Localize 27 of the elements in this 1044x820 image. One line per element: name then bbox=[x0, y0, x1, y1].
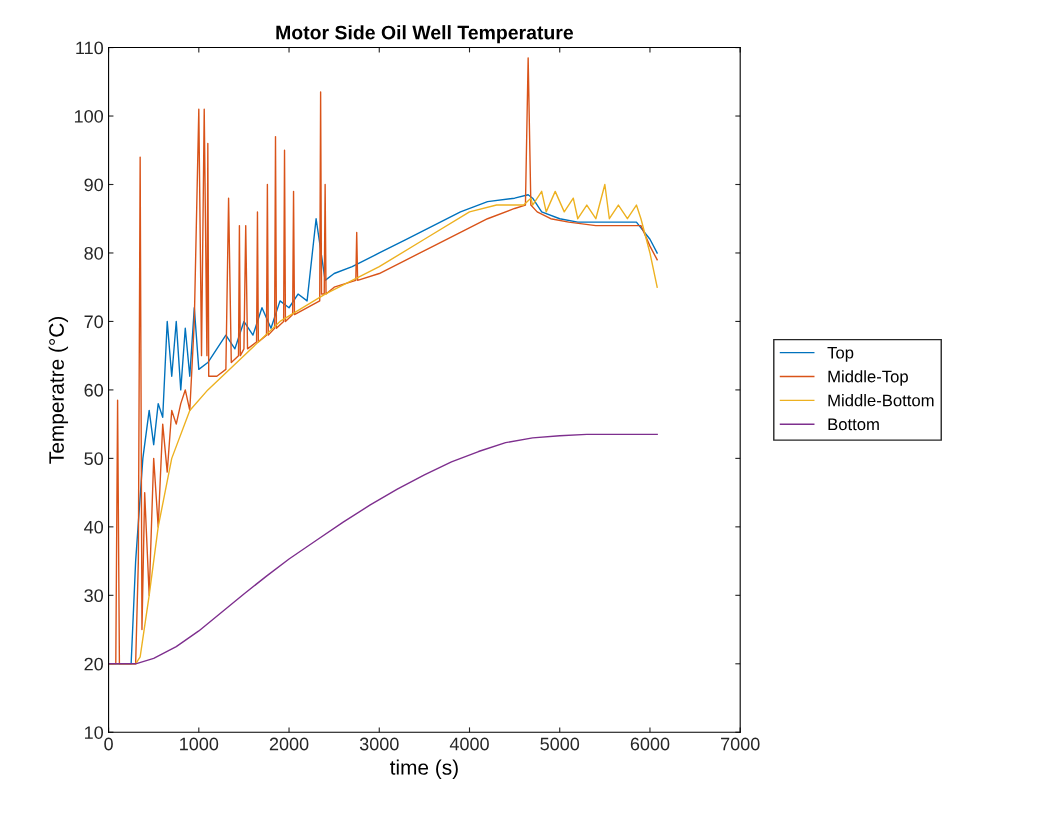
y-tick-label: 10 bbox=[85, 726, 104, 739]
x-tick-label: 1000 bbox=[180, 737, 219, 751]
x-tick-label: 6000 bbox=[630, 737, 670, 751]
y-tick-label: 90 bbox=[84, 178, 104, 192]
legend-label: Middle-Top bbox=[828, 370, 908, 386]
line-series bbox=[108, 433, 658, 665]
y-tick-label: 30 bbox=[84, 589, 104, 603]
legend-label: Bottom bbox=[828, 418, 879, 431]
y-tick-label: 70 bbox=[84, 315, 104, 329]
x-tick-label: 7000 bbox=[721, 737, 760, 751]
y-axis-title: Temperatre (°C) bbox=[48, 317, 69, 464]
x-tick-label: 0 bbox=[104, 737, 113, 751]
y-tick-label: 40 bbox=[84, 520, 104, 534]
x-tick-label: 4000 bbox=[449, 737, 489, 751]
x-tick-label: 3000 bbox=[359, 737, 399, 751]
chart-title: Motor Side Oil Well Temperature bbox=[276, 25, 574, 44]
y-tick-label: 50 bbox=[84, 452, 104, 466]
x-tick-label: 5000 bbox=[540, 737, 580, 751]
x-axis-title: time (s) bbox=[389, 759, 458, 779]
x-tick-label: 2000 bbox=[269, 737, 309, 751]
legend-label: Middle-Bottom bbox=[828, 394, 934, 407]
y-tick-label: 110 bbox=[76, 41, 104, 55]
y-tick-label: 60 bbox=[84, 383, 104, 397]
y-tick-label: 20 bbox=[84, 657, 104, 671]
y-tick-label: 100 bbox=[74, 109, 104, 123]
y-tick-label: 80 bbox=[84, 246, 104, 260]
legend-label: Top bbox=[827, 346, 854, 362]
